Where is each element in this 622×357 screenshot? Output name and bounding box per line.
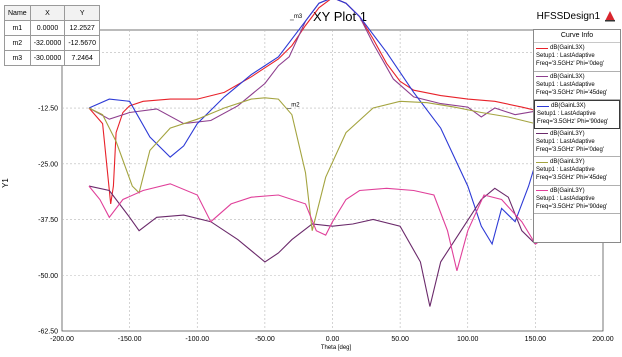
legend-series-name: dB(GainL3X) xyxy=(551,103,586,109)
legend-swatch xyxy=(537,105,549,107)
legend-setup: Setup1 : LastAdaptive xyxy=(536,167,595,173)
legend-frequency: Freq='3.5GHz' Phi='45deg' xyxy=(536,175,608,181)
plot-title: XY Plot 1 xyxy=(313,9,367,24)
legend-frequency: Freq='3.5GHz' Phi='0deg' xyxy=(536,146,604,153)
legend-frequency: Freq='3.5GHz' Phi='90deg' xyxy=(536,203,608,210)
marker-table-cell: -32.0000 xyxy=(29,35,66,51)
marker-table-cell: -12.5670 xyxy=(64,35,100,51)
legend-setup: Setup1 : LastAdaptive xyxy=(536,53,595,59)
marker-table-cell: -30.0000 xyxy=(29,50,66,66)
marker-label-m3[interactable]: m3 xyxy=(294,14,303,20)
marker-table-cell: m2 xyxy=(4,35,31,51)
curves xyxy=(88,0,543,307)
design-badge: HFSSDesign1 xyxy=(537,10,616,22)
x-tick-labels: -200.00 -150.00 -100.00 -50.00 0.00 50.00 100.… xyxy=(50,336,614,343)
marker-label-m2[interactable]: m2 xyxy=(291,102,300,108)
marker-table-row[interactable]: m3 -30.0000 7.2464 xyxy=(4,50,100,66)
marker-table-cell: 12.2527 xyxy=(64,20,100,36)
x-tick-label: -100.00 xyxy=(185,336,209,343)
curve-3[interactable] xyxy=(88,0,543,246)
y-tick-label: -62.50 xyxy=(38,329,58,336)
legend-series-name: dB(GainL3Y) xyxy=(550,130,585,137)
x-tick-label: 200.00 xyxy=(592,336,614,343)
curve-4[interactable] xyxy=(88,185,543,307)
legend-swatch xyxy=(536,161,548,163)
legend-swatch xyxy=(536,76,548,77)
marker-table[interactable]: Name X Y m1 0.0000 12.2527 m2 -32.0000 -12.5670… xyxy=(4,5,100,66)
curve-6[interactable] xyxy=(88,183,543,271)
marker-table-header: Name xyxy=(4,5,31,21)
legend-setup: Setup1 : LastAdaptive xyxy=(536,81,595,88)
y-tick-label: -37.50 xyxy=(38,217,58,224)
legend-item-6[interactable]: dB(GainL3Y) Setup1 : LastAdaptive Freq='3.… xyxy=(534,186,620,214)
legend-setup: Setup1 : LastAdaptive xyxy=(537,111,596,117)
legend-item-4[interactable]: dB(GainL3Y) Setup1 : LastAdaptive Freq='3.… xyxy=(534,129,620,157)
legend-series-name: dB(GainL3X) xyxy=(550,73,585,80)
marker-table-cell: 0.0000 xyxy=(29,20,66,36)
x-tick-label: 100.00 xyxy=(457,336,479,343)
y-tick-label: -12.50 xyxy=(38,106,58,113)
x-tick-label: -50.00 xyxy=(255,336,275,343)
legend-item-2[interactable]: dB(GainL3X) Setup1 : LastAdaptive Freq='3.… xyxy=(534,72,620,100)
y-tick-label: -50.00 xyxy=(38,273,58,280)
ansys-logo-icon xyxy=(605,11,615,22)
marker-table-row[interactable]: m2 -32.0000 -12.5670 xyxy=(4,35,100,51)
curve-info-legend[interactable]: Curve Info dB(GainL3X) Setup1 : LastAdapt… xyxy=(533,29,621,243)
legend-swatch xyxy=(536,47,548,49)
legend-item-3[interactable]: dB(GainL3X) Setup1 : LastAdaptive Freq='3.… xyxy=(534,100,620,129)
y-axis-label: Y1 xyxy=(1,178,10,188)
legend-swatch xyxy=(536,133,548,134)
legend-frequency: Freq='3.5GHz' Phi='0deg' xyxy=(536,61,604,67)
x-tick-label: 50.00 xyxy=(391,336,409,343)
x-axis-label: Theta [deg] xyxy=(321,345,352,351)
marker-table-cell: m3 xyxy=(4,50,31,66)
marker-labels: m1m3m2 xyxy=(287,14,303,109)
legend-frequency: Freq='3.5GHz' Phi='90deg' xyxy=(537,119,609,125)
marker-table-cell: m1 xyxy=(4,20,31,36)
grid xyxy=(61,29,604,332)
legend-setup: Setup1 : LastAdaptive xyxy=(536,195,595,202)
legend-series-name: dB(GainL3X) xyxy=(550,45,585,51)
legend-title: Curve Info xyxy=(534,30,620,43)
legend-series-name: dB(GainL3Y) xyxy=(550,187,585,194)
marker-table-row[interactable]: m1 0.0000 12.2527 xyxy=(4,20,100,36)
design-name: HFSSDesign1 xyxy=(536,10,600,22)
legend-item-5[interactable]: dB(GainL3Y) Setup1 : LastAdaptive Freq='3.… xyxy=(534,157,620,186)
marker-table-header: X xyxy=(29,5,66,21)
legend-series-name: dB(GainL3Y) xyxy=(550,159,585,165)
marker-table-header: Y xyxy=(64,5,100,21)
x-tick-label: -200.00 xyxy=(50,336,74,343)
x-tick-label: -150.00 xyxy=(118,336,142,343)
curve-1[interactable] xyxy=(88,0,543,204)
legend-setup: Setup1 : LastAdaptive xyxy=(536,138,595,145)
x-tick-label: 150.00 xyxy=(525,336,547,343)
legend-frequency: Freq='3.5GHz' Phi='45deg' xyxy=(536,89,608,96)
legend-item-1[interactable]: dB(GainL3X) Setup1 : LastAdaptive Freq='3.… xyxy=(534,43,620,72)
y-tick-labels: -0.00-12.50-25.00-37.50-50.00-62.50 xyxy=(38,50,58,336)
x-tick-label: 0.00 xyxy=(326,336,340,343)
marker-table-cell: 7.2464 xyxy=(64,50,100,66)
legend-swatch xyxy=(536,190,548,191)
y-tick-label: -25.00 xyxy=(38,161,58,168)
